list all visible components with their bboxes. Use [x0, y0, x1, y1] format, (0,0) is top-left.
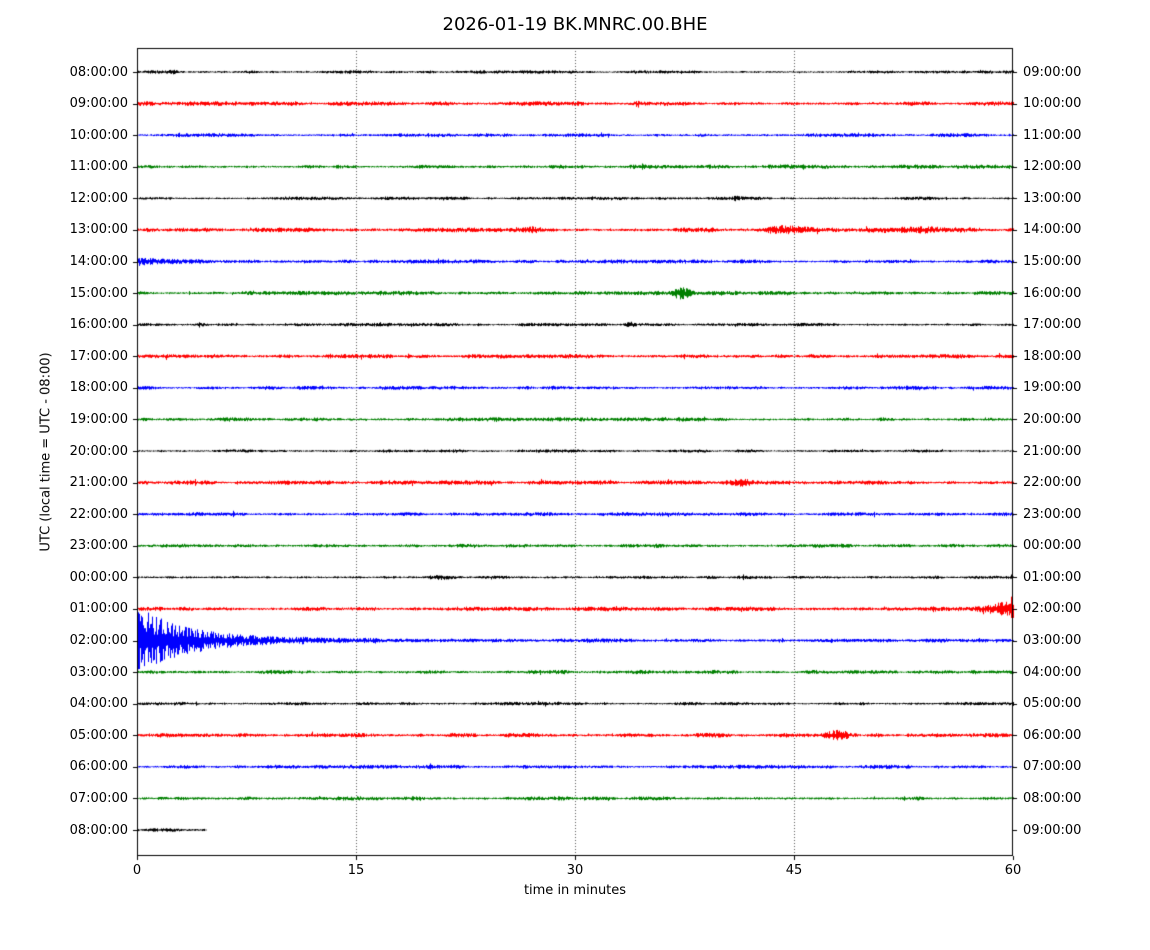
- local-tick-label: 09:00:00: [1023, 64, 1082, 80]
- local-tick-label: 03:00:00: [1023, 633, 1082, 648]
- utc-tick-label: 19:00:00: [69, 411, 128, 427]
- local-tick-label: 22:00:00: [1023, 475, 1082, 491]
- utc-tick-label: 16:00:00: [69, 317, 128, 333]
- utc-tick-label: 12:00:00: [69, 190, 128, 206]
- local-tick-label: 09:00:00: [1023, 822, 1082, 838]
- utc-tick-label: 03:00:00: [69, 664, 128, 680]
- local-tick-label: 04:00:00: [1023, 664, 1082, 680]
- utc-tick-label: 00:00:00: [69, 569, 128, 585]
- utc-tick-label: 04:00:00: [69, 696, 128, 712]
- utc-tick-label: 17:00:00: [69, 348, 128, 364]
- local-tick-label: 00:00:00: [1023, 538, 1082, 554]
- utc-tick-label: 07:00:00: [69, 790, 128, 806]
- x-tick-label: 30: [566, 863, 584, 878]
- plot-title: 2026-01-19 BK.MNRC.00.BHE: [442, 14, 708, 35]
- local-tick-label: 15:00:00: [1023, 254, 1082, 269]
- local-tick-label: 08:00:00: [1023, 790, 1082, 806]
- local-tick-label: 18:00:00: [1023, 348, 1082, 364]
- utc-tick-label: 08:00:00: [69, 822, 128, 838]
- local-tick-label: 23:00:00: [1023, 506, 1082, 522]
- local-tick-label: 21:00:00: [1023, 443, 1082, 459]
- utc-tick-label: 06:00:00: [69, 759, 128, 775]
- x-tick-label: 45: [785, 863, 803, 878]
- local-tick-label: 05:00:00: [1023, 696, 1082, 712]
- local-tick-label: 17:00:00: [1023, 317, 1082, 333]
- local-tick-label: 01:00:00: [1023, 569, 1082, 585]
- utc-tick-label: 23:00:00: [69, 538, 128, 554]
- utc-tick-label: 13:00:00: [69, 222, 128, 238]
- utc-tick-label: 11:00:00: [69, 159, 128, 175]
- utc-tick-label: 10:00:00: [69, 127, 128, 143]
- local-tick-label: 13:00:00: [1023, 190, 1082, 206]
- local-tick-label: 06:00:00: [1023, 727, 1082, 743]
- local-tick-label: 11:00:00: [1023, 127, 1082, 143]
- x-tick-label: 0: [132, 863, 142, 878]
- local-tick-label: 07:00:00: [1023, 759, 1082, 775]
- utc-tick-label: 14:00:00: [69, 254, 128, 269]
- local-tick-label: 10:00:00: [1023, 96, 1082, 112]
- utc-tick-label: 01:00:00: [69, 601, 128, 617]
- utc-tick-label: 18:00:00: [69, 380, 128, 396]
- local-tick-label: 12:00:00: [1023, 159, 1082, 175]
- utc-tick-label: 21:00:00: [69, 475, 128, 491]
- x-tick-label: 15: [347, 863, 365, 878]
- x-axis-label: time in minutes: [523, 883, 627, 898]
- local-tick-label: 19:00:00: [1023, 380, 1082, 396]
- utc-tick-label: 08:00:00: [69, 64, 128, 80]
- utc-tick-label: 15:00:00: [69, 285, 128, 301]
- local-tick-label: 02:00:00: [1023, 601, 1082, 617]
- local-tick-label: 14:00:00: [1023, 222, 1082, 238]
- utc-tick-label: 02:00:00: [69, 633, 128, 648]
- utc-tick-label: 05:00:00: [69, 727, 128, 743]
- local-tick-label: 16:00:00: [1023, 285, 1082, 301]
- utc-tick-label: 20:00:00: [69, 443, 128, 459]
- x-tick-label: 60: [1004, 863, 1022, 878]
- utc-tick-label: 22:00:00: [69, 506, 128, 522]
- local-tick-label: 20:00:00: [1023, 411, 1082, 427]
- utc-tick-label: 09:00:00: [69, 96, 128, 112]
